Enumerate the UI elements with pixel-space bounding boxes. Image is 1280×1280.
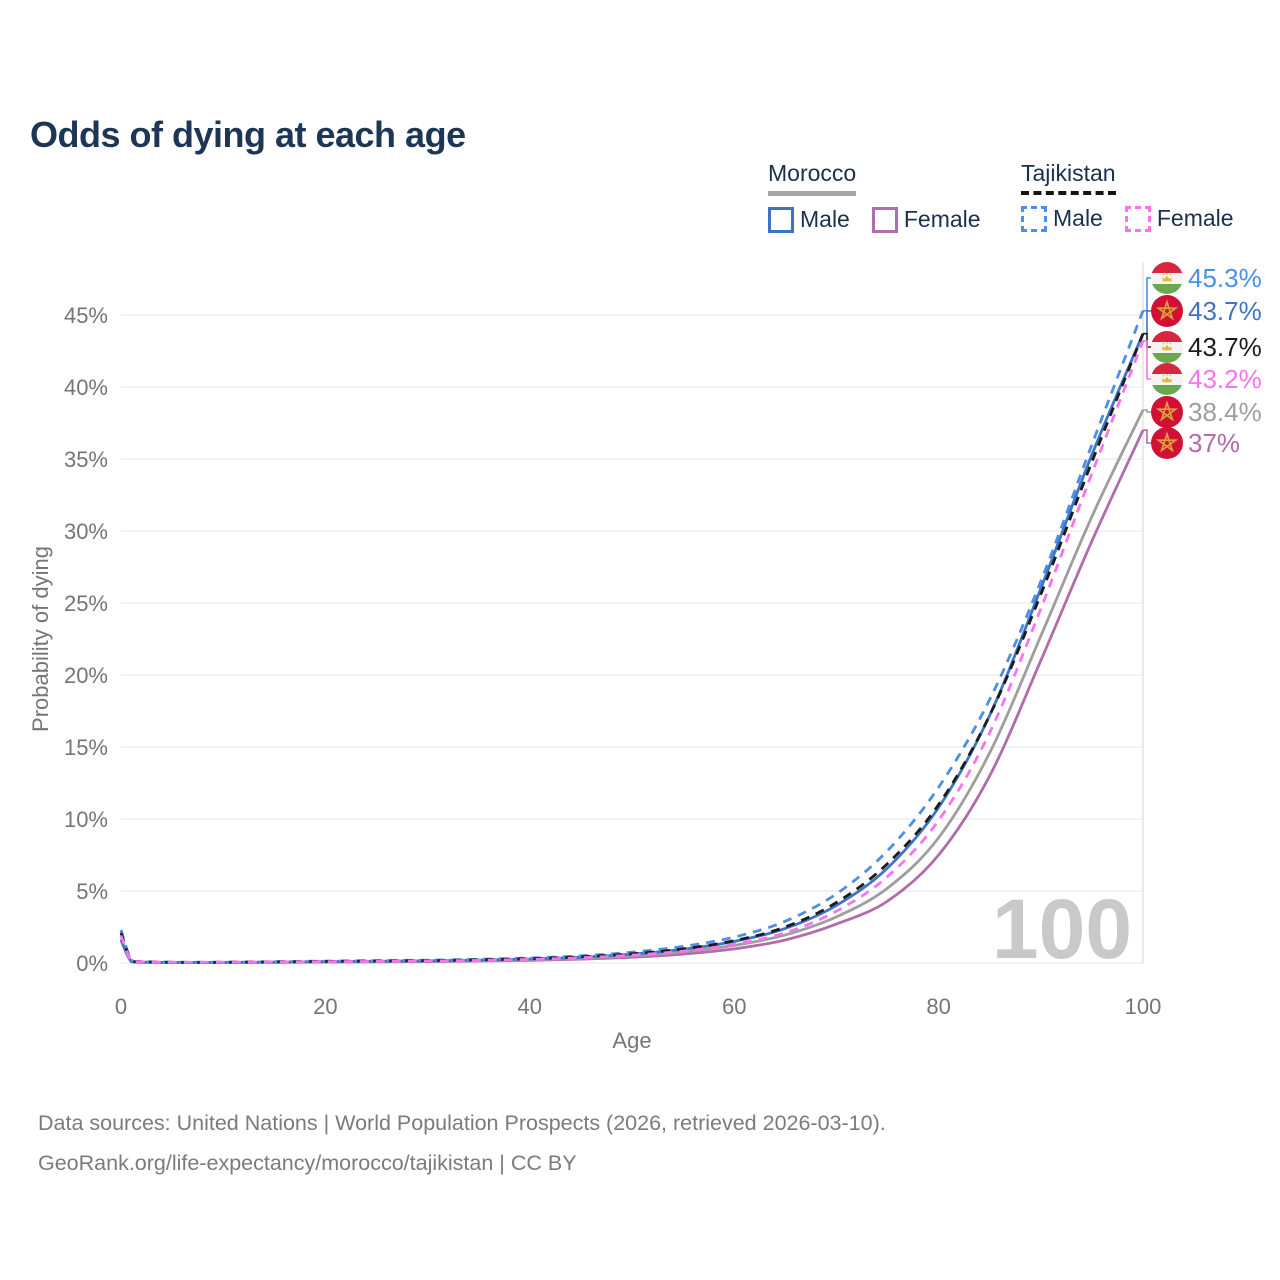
x-tick-label: 80 [926, 994, 950, 1019]
tajikistan-male-swatch-icon [1021, 205, 1047, 232]
legend-group-morocco: Morocco Male Female [768, 160, 1003, 233]
legend-label: Male [1053, 205, 1103, 231]
y-tick-label: 15% [64, 735, 108, 760]
legend-item-morocco-male[interactable]: Male [768, 206, 850, 233]
end-label-connector [1143, 310, 1151, 335]
y-tick-label: 0% [76, 951, 108, 976]
tajikistan-flag-icon [1151, 363, 1183, 395]
end-label-connector [1143, 277, 1151, 312]
morocco-male-swatch-icon [768, 206, 794, 233]
curve-tajikistan_female[interactable] [119, 340, 1145, 964]
x-tick-label: 100 [1125, 994, 1162, 1019]
legend-item-tajikistan-female[interactable]: Female [1124, 205, 1234, 232]
curve-morocco_all[interactable] [119, 409, 1145, 964]
legend-label: Female [903, 206, 981, 232]
x-tick-label: 60 [722, 994, 746, 1019]
curve-morocco_female[interactable] [119, 429, 1145, 964]
morocco-flag-icon [1151, 295, 1183, 327]
y-tick-label: 45% [64, 303, 108, 328]
x-tick-label: 20 [313, 994, 337, 1019]
legend-item-tajikistan-male[interactable]: Male [1021, 205, 1103, 232]
legend-label: Male [800, 206, 850, 232]
end-value-label-tajikistan_male: 45.3% [1188, 263, 1262, 293]
y-tick-label: 20% [64, 663, 108, 688]
end-label-connector [1143, 340, 1151, 380]
morocco-female-swatch-icon [871, 206, 898, 233]
data-sources-line2[interactable]: GeoRank.org/life-expectancy/morocco/taji… [38, 1151, 577, 1176]
data-sources: Data sources: United Nations | World Pop… [38, 1103, 886, 1183]
y-tick-label: 25% [64, 591, 108, 616]
end-value-label-morocco_male: 43.7% [1188, 296, 1262, 326]
end-value-label-morocco_all: 38.4% [1188, 397, 1262, 427]
y-tick-label: 40% [64, 375, 108, 400]
tajikistan-flag-icon [1151, 331, 1183, 363]
curve-tajikistan_all[interactable] [119, 333, 1145, 964]
curve-tajikistan_male[interactable] [119, 310, 1145, 964]
data-sources-line1: Data sources: United Nations | World Pop… [38, 1111, 886, 1135]
end-value-label-tajikistan_all: 43.7% [1188, 332, 1262, 362]
legend-item-morocco-female[interactable]: Female [871, 206, 981, 233]
legend-country-tajikistan[interactable]: Tajikistan [1021, 160, 1116, 195]
y-tick-label: 30% [64, 519, 108, 544]
legend-label: Female [1156, 205, 1234, 231]
page-title: Odds of dying at each age [30, 114, 466, 156]
mortality-line-chart[interactable]: 0% 5% 10% 15% 20% 25% 30% 35% 40% 45% 0 20 40 60 80 100… [0, 0, 1280, 1080]
morocco-flag-icon [1151, 396, 1183, 428]
x-tick-label: 0 [115, 994, 127, 1019]
legend-country-morocco[interactable]: Morocco [768, 160, 857, 196]
x-axis-title: Age [612, 1028, 651, 1053]
y-tick-label: 5% [76, 879, 108, 904]
legend-row-morocco: Male Female [768, 206, 1003, 233]
end-label-connector [1143, 409, 1151, 413]
tajikistan-flag-icon [1151, 262, 1183, 294]
y-tick-label: 35% [64, 447, 108, 472]
y-axis-title: Probability of dying [28, 546, 53, 732]
tajikistan-female-swatch-icon [1124, 205, 1151, 232]
legend-group-tajikistan: Tajikistan Male Female [1021, 160, 1256, 232]
end-value-label-tajikistan_female: 43.2% [1188, 364, 1262, 394]
age-counter-watermark: 100 [992, 882, 1132, 976]
x-tick-label: 40 [518, 994, 542, 1019]
end-value-label-morocco_female: 37% [1188, 428, 1240, 458]
legend-row-tajikistan: Male Female [1021, 205, 1256, 232]
end-label-connector [1143, 429, 1151, 444]
curve-morocco_male[interactable] [119, 333, 1145, 964]
morocco-flag-icon [1151, 427, 1183, 459]
y-tick-label: 10% [64, 807, 108, 832]
